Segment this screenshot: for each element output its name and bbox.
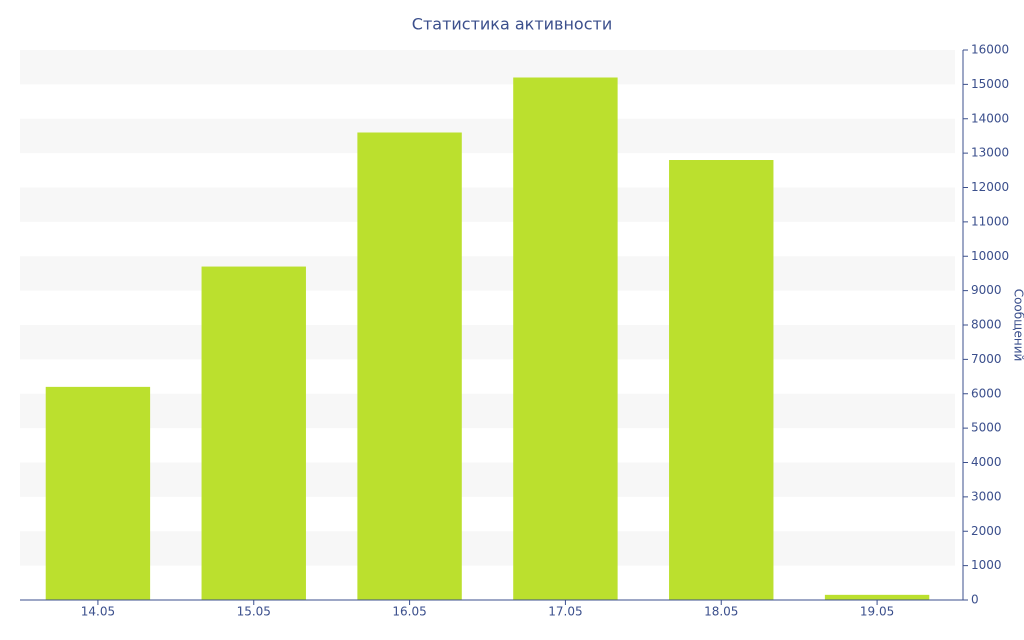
y-tick-label: 14000: [971, 111, 1009, 125]
x-tick-label: 17.05: [548, 605, 582, 619]
bar: [357, 132, 462, 600]
y-tick-label: 0: [971, 593, 979, 607]
x-tick-label: 19.05: [860, 605, 894, 619]
y-tick-label: 11000: [971, 214, 1009, 228]
grid-band: [20, 393, 955, 429]
bar: [513, 77, 618, 600]
y-tick-label: 16000: [971, 43, 1009, 57]
x-tick-label: 14.05: [81, 605, 115, 619]
grid-band: [20, 531, 955, 566]
x-tick-label: 16.05: [392, 605, 426, 619]
y-tick-label: 4000: [971, 455, 1002, 469]
y-tick-label: 8000: [971, 318, 1002, 332]
x-tick-label: 15.05: [237, 605, 271, 619]
grid-band: [20, 118, 955, 154]
bar: [669, 160, 774, 600]
grid-band: [20, 187, 955, 222]
y-tick-label: 5000: [971, 421, 1002, 435]
y-tick-label: 3000: [971, 489, 1002, 503]
y-tick-label: 1000: [971, 558, 1002, 572]
x-tick-label: 18.05: [704, 605, 738, 619]
grid-band: [20, 325, 955, 360]
y-tick-label: 12000: [971, 180, 1009, 194]
grid-band: [20, 50, 955, 85]
bar: [824, 594, 930, 600]
y-tick-label: 15000: [971, 77, 1009, 91]
grid-band: [20, 462, 955, 497]
y-tick-label: 13000: [971, 146, 1009, 160]
y-tick-label: 9000: [971, 283, 1002, 297]
y-axis-title: Сообщений: [1012, 289, 1024, 362]
y-tick-label: 7000: [971, 352, 1002, 366]
y-tick-label: 10000: [971, 249, 1009, 263]
bar: [45, 386, 151, 600]
grid-band: [20, 256, 955, 291]
y-tick-label: 6000: [971, 386, 1002, 400]
chart-title: Статистика активности: [412, 15, 612, 34]
y-tick-label: 2000: [971, 524, 1002, 538]
bar: [201, 266, 306, 600]
